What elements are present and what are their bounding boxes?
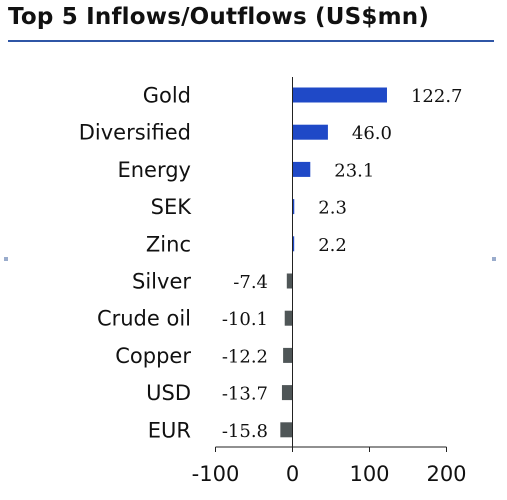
right-resize-handle[interactable] <box>492 257 496 261</box>
left-resize-handle[interactable] <box>4 257 8 261</box>
category-label: Crude oil <box>97 307 191 331</box>
chart-title: Top 5 Inflows/Outflows (US$mn) <box>8 4 430 30</box>
value-label: 122.7 <box>411 86 463 107</box>
x-tick-label: -100 <box>192 462 240 486</box>
axis-group: -100 0 100 200 <box>192 77 467 486</box>
bar-zinc <box>292 236 295 252</box>
bar-energy <box>292 161 311 177</box>
value-label: 2.2 <box>318 235 347 256</box>
value-label: 2.3 <box>318 198 347 219</box>
bar-usd <box>281 385 293 401</box>
x-tick-label: 0 <box>286 462 299 486</box>
bar-copper <box>283 347 293 363</box>
category-label: Energy <box>117 158 191 182</box>
category-label: Zinc <box>146 232 191 256</box>
bar-eur <box>280 422 293 438</box>
bar-crude-oil <box>284 310 293 326</box>
category-label: USD <box>146 381 191 405</box>
value-labels-group: 122.7 46.0 23.1 2.3 2.2 -7.4 -10.1 -12.2 -13.7 -1… <box>222 86 463 442</box>
bar-diversified <box>292 124 328 140</box>
category-label: Diversified <box>79 121 191 145</box>
x-tick-label: 200 <box>426 462 466 486</box>
title-underline <box>8 40 494 42</box>
category-label: EUR <box>148 418 191 442</box>
category-label: Gold <box>143 84 191 108</box>
x-tick-label: 100 <box>349 462 389 486</box>
bars-group <box>280 87 387 438</box>
bar-gold <box>292 87 387 103</box>
category-label: Silver <box>132 270 191 294</box>
value-label: 23.1 <box>334 160 374 181</box>
value-label: -10.1 <box>222 309 268 330</box>
value-label: 46.0 <box>352 123 392 144</box>
category-labels-group: Gold Diversified Energy SEK Zinc Silver Crude … <box>79 84 192 443</box>
bar-sek <box>292 199 295 215</box>
bar-silver <box>286 273 293 289</box>
value-label: -13.7 <box>222 384 268 405</box>
value-label: -12.2 <box>222 346 268 367</box>
value-label: -7.4 <box>233 272 268 293</box>
value-label: -15.8 <box>222 421 268 442</box>
category-label: SEK <box>151 195 193 219</box>
category-label: Copper <box>115 344 191 368</box>
